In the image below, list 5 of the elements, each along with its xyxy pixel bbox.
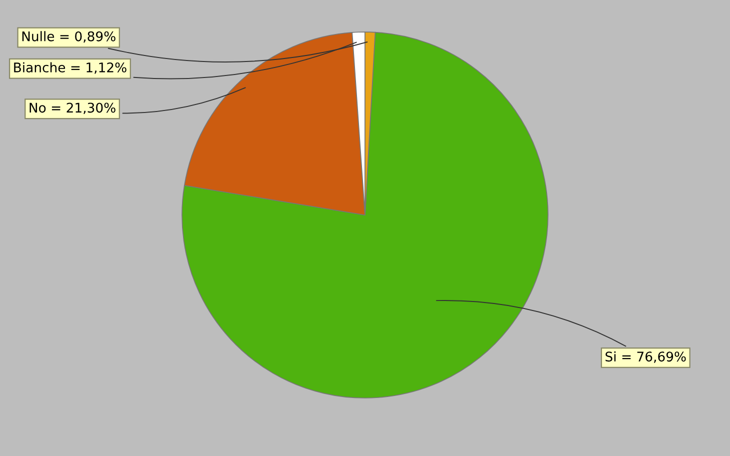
- pie-slice: [182, 32, 548, 398]
- slice-label: Si = 76,69%: [606, 351, 686, 363]
- slice-label: Bianche = 1,12%: [14, 62, 126, 74]
- slice-label: Nulle = 0,89%: [22, 31, 116, 43]
- slice-label: No = 21,30%: [30, 102, 116, 114]
